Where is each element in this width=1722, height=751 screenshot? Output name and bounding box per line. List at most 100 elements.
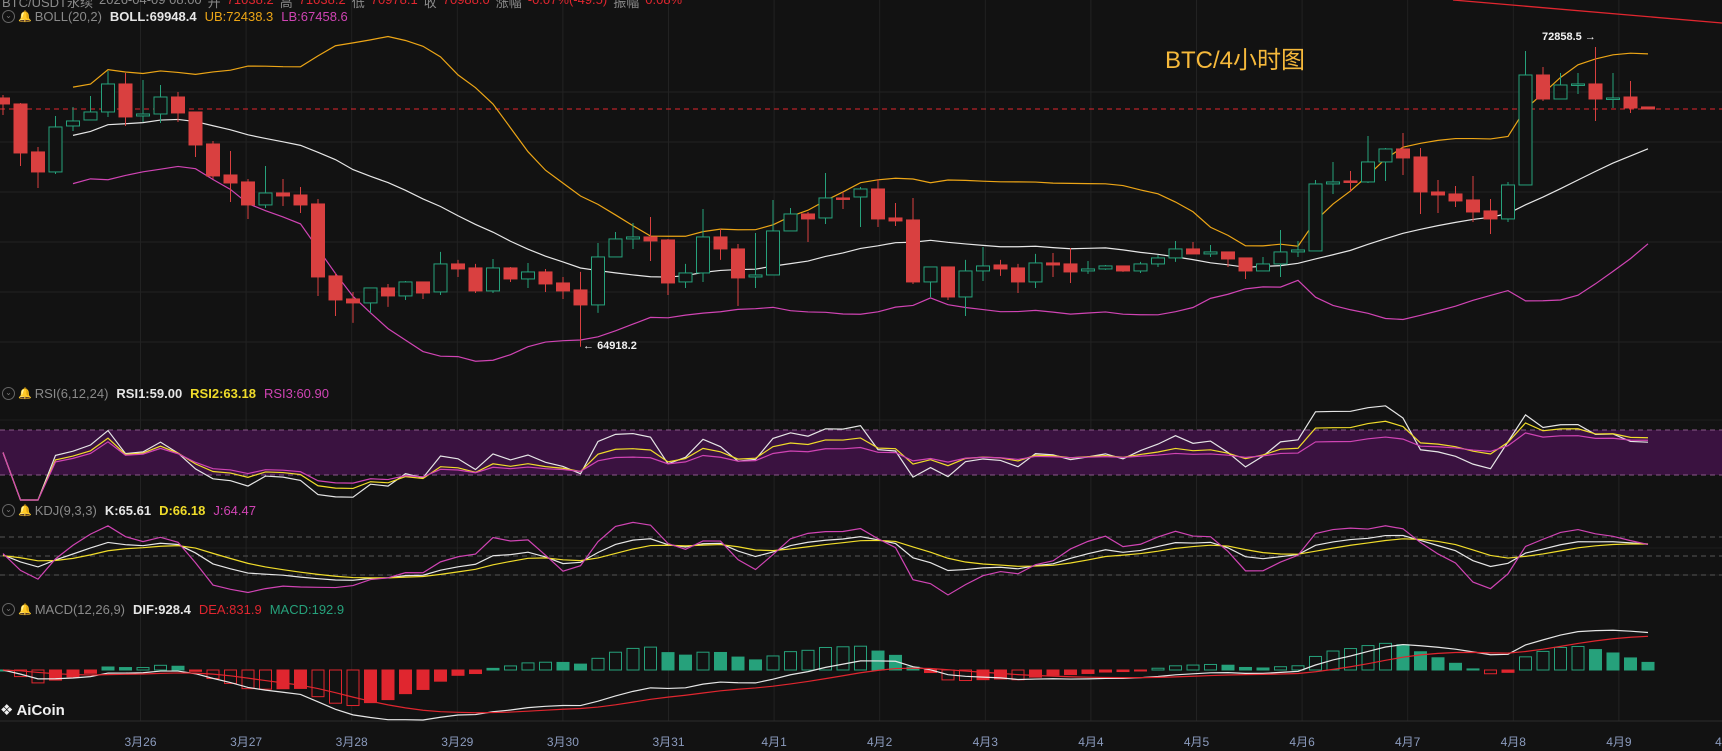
candle: [1273, 229, 1288, 277]
x-tick-label: 4月3: [972, 735, 998, 749]
candle-body: [521, 271, 535, 280]
candle: [1151, 254, 1165, 267]
candle: [1501, 181, 1515, 222]
candle: [1186, 241, 1200, 255]
collapse-chevron-icon[interactable]: ⌄: [2, 602, 15, 616]
candle-body: [1168, 248, 1183, 259]
candle-body: [608, 238, 623, 258]
macd-histogram-bar: [556, 661, 570, 671]
bell-icon[interactable]: 🔔: [18, 387, 32, 400]
candle-body: [853, 188, 868, 198]
candle: [1623, 80, 1638, 113]
macd-histogram-bar: [1501, 669, 1515, 673]
candle: [223, 150, 238, 202]
macd-histogram-bar: [84, 669, 97, 674]
macd-histogram-bar: [1414, 651, 1427, 671]
candle-body: [328, 275, 343, 301]
j-value: J:64.47: [213, 502, 256, 518]
candle-body: [223, 174, 238, 184]
x-tick-label: 3月30: [546, 735, 579, 749]
candle: [958, 259, 973, 316]
macd-histogram-bar: [1099, 669, 1112, 673]
candle-body: [696, 236, 710, 274]
candle: [83, 95, 98, 121]
candle: [1606, 72, 1620, 108]
candle-body: [1308, 183, 1323, 252]
macd-histogram-bar: [661, 652, 675, 671]
candle: [853, 186, 868, 227]
candle: [871, 178, 885, 227]
candle-body: [118, 83, 133, 118]
candle-body: [171, 96, 185, 114]
candle-body: [661, 239, 675, 284]
macd-histogram-bar: [154, 664, 167, 671]
candle-body: [1431, 191, 1445, 196]
candle: [188, 111, 203, 157]
candle-body: [643, 236, 658, 242]
candle: [993, 259, 1008, 276]
candle: [1641, 106, 1655, 110]
candle: [1011, 263, 1025, 293]
candle: [328, 272, 343, 316]
macd-histogram-bar: [1466, 668, 1480, 671]
candle: [1203, 244, 1218, 257]
candle: [818, 172, 833, 224]
macd-histogram-bar: [696, 651, 710, 671]
rsi3-line: [2, 432, 1649, 501]
kdj-legend: ⌄ 🔔 KDJ(9,3,3) K:65.61 D:66.18 J:64.47: [2, 502, 256, 518]
candle-body: [958, 270, 973, 298]
candle: [1291, 240, 1305, 257]
open-value: 71038.2: [227, 0, 274, 11]
macd-histogram-bar: [1239, 666, 1252, 671]
candle-body: [1396, 148, 1410, 159]
candle: [416, 281, 430, 299]
bell-icon[interactable]: 🔔: [18, 504, 32, 517]
macd-histogram-bar: [1449, 662, 1462, 671]
candle: [748, 232, 763, 288]
candle-body: [1518, 74, 1533, 186]
x-tick-label: 4月: [1715, 735, 1722, 749]
collapse-chevron-icon[interactable]: ⌄: [2, 386, 15, 400]
candle-body: [13, 103, 28, 154]
candle-body: [83, 111, 98, 121]
macd-value: MACD:192.9: [269, 601, 345, 617]
macd-histogram-bar: [1641, 661, 1655, 671]
boll-name[interactable]: BOLL(20,2): [34, 8, 102, 24]
macd-name[interactable]: MACD(12,26,9): [34, 601, 126, 617]
candle-body: [241, 181, 255, 206]
bell-icon[interactable]: 🔔: [18, 603, 32, 616]
candle-body: [923, 266, 938, 283]
macd-histogram-bar: [119, 667, 132, 671]
logo-text: AiCoin: [16, 701, 65, 719]
rsi-name[interactable]: RSI(6,12,24): [34, 385, 109, 401]
candle-body: [1588, 83, 1603, 100]
candle-body: [0, 97, 10, 105]
collapse-chevron-icon[interactable]: ⌄: [2, 503, 15, 517]
candle: [1326, 161, 1340, 194]
high-label: 高: [279, 0, 293, 10]
candle: [643, 216, 658, 261]
x-tick-label: 4月8: [1500, 735, 1526, 749]
macd-histogram-bar: [1046, 669, 1060, 676]
candle-body: [1116, 265, 1130, 272]
macd-histogram-bar: [626, 647, 640, 671]
macd-histogram-bar: [1186, 664, 1200, 671]
macd-histogram-bar: [276, 669, 290, 690]
x-tick-label: 3月29: [441, 735, 474, 749]
candle: [521, 262, 535, 288]
macd-histogram-bar: [1606, 652, 1620, 671]
bell-icon[interactable]: 🔔: [18, 10, 32, 23]
candle-body: [276, 192, 290, 197]
candle: [888, 202, 903, 226]
candle: [136, 79, 150, 122]
macd-histogram-bar: [539, 661, 552, 671]
arrow-left-icon: ←: [583, 340, 594, 352]
kdj-name[interactable]: KDJ(9,3,3): [34, 502, 97, 518]
candle-body: [1361, 161, 1375, 183]
candle: [433, 251, 448, 295]
candle-body: [1483, 210, 1498, 220]
candle: [206, 140, 220, 179]
candle-body: [538, 271, 553, 285]
collapse-chevron-icon[interactable]: ⌄: [2, 9, 15, 23]
